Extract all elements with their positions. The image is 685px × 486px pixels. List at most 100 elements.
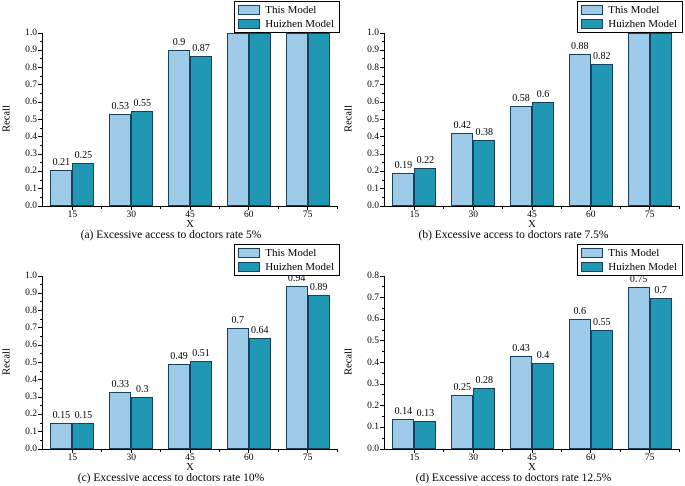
bar — [473, 140, 496, 206]
y-tick — [380, 275, 384, 277]
x-tick — [71, 206, 73, 210]
legend-label-this-model: This Model — [608, 4, 660, 16]
bar — [168, 364, 190, 449]
value-label: 0.51 — [192, 347, 210, 359]
legend-label-huizhen-model: Huizhen Model — [265, 261, 334, 273]
y-tick — [380, 340, 384, 342]
x-tick — [71, 449, 73, 453]
y-tick-label: 0.8 — [367, 271, 379, 281]
y-minor-tick — [40, 196, 42, 198]
x-tick — [189, 206, 191, 210]
value-label: 0.7 — [654, 284, 667, 296]
chart-caption: (d) Excessive access to doctors rate 12.… — [415, 472, 612, 484]
x-axis-label: X — [528, 218, 536, 230]
bar — [568, 53, 591, 206]
bar — [168, 50, 190, 206]
y-tick — [38, 136, 42, 138]
legend-label-this-model: This Model — [265, 247, 317, 259]
value-label: 0.6 — [536, 89, 550, 101]
y-minor-tick — [382, 286, 384, 288]
y-minor-tick — [382, 110, 384, 112]
chart-caption: (a) Excessive access to doctors rate 5% — [80, 229, 262, 241]
y-tick — [38, 32, 42, 34]
legend-swatch-huizhen-model — [581, 19, 604, 29]
bar — [109, 391, 132, 449]
legend-item-huizhen-model: Huizhen Model — [238, 18, 334, 30]
x-tick — [130, 449, 132, 453]
x-tick — [248, 206, 250, 210]
legend-item-this-model: This Model — [238, 4, 334, 16]
x-minor-tick — [160, 206, 162, 209]
y-tick — [380, 119, 384, 120]
bar — [649, 33, 672, 206]
x-minor-tick — [678, 449, 680, 452]
legend-item-huizhen-model: Huizhen Model — [238, 261, 334, 273]
chart-caption: (c) Excessive access to doctors rate 10% — [77, 472, 265, 484]
value-label: 0.13 — [416, 407, 435, 419]
x-tick — [189, 449, 191, 453]
x-minor-tick — [336, 449, 338, 452]
x-minor-tick — [218, 449, 220, 452]
value-label: 0.9 — [172, 37, 186, 49]
y-tick-label: 0.3 — [367, 379, 379, 390]
legend-swatch-this-model — [581, 248, 604, 258]
x-tick-label: 30 — [126, 453, 136, 463]
y-tick-label: 0.1 — [367, 422, 379, 433]
y-tick-label: 0.0 — [367, 444, 379, 454]
x-tick-label: 45 — [527, 210, 537, 220]
legend: This Model Huizhen Model — [234, 1, 340, 33]
value-label: 0.89 — [309, 282, 328, 294]
x-tick-label: 60 — [586, 210, 596, 220]
y-tick-label: 0.6 — [367, 314, 379, 325]
value-label: 0.7 — [231, 314, 245, 326]
bar — [451, 133, 474, 206]
y-tick — [38, 344, 42, 346]
x-minor-tick — [336, 206, 338, 209]
bar — [72, 423, 95, 449]
y-tick — [38, 379, 42, 381]
legend: This Model Huizhen Model — [577, 244, 683, 276]
y-tick-label: 0.9 — [25, 45, 37, 56]
legend-swatch-huizhen-model — [581, 262, 604, 272]
x-minor-tick — [678, 206, 680, 209]
y-tick — [380, 67, 384, 69]
y-tick-label: 0.2 — [25, 166, 37, 177]
bar — [50, 169, 73, 206]
value-label: 0.64 — [251, 325, 269, 337]
x-tick-label: 75 — [644, 210, 655, 220]
x-tick-label: 75 — [302, 453, 313, 463]
y-minor-tick — [40, 353, 42, 355]
y-tick-label: 0.6 — [367, 97, 379, 108]
legend-label-huizhen-model: Huizhen Model — [608, 261, 677, 273]
x-minor-tick — [619, 206, 621, 209]
x-tick — [307, 206, 309, 210]
legend-swatch-this-model — [238, 248, 261, 258]
y-tick — [38, 205, 42, 207]
y-tick-label: 0.0 — [25, 444, 37, 454]
y-tick — [380, 405, 384, 407]
x-tick-label: 15 — [409, 210, 420, 220]
y-tick-label: 0.6 — [25, 97, 37, 108]
x-minor-tick — [277, 206, 279, 209]
y-minor-tick — [40, 179, 42, 181]
y-tick — [38, 188, 42, 190]
y-tick-label: 0.8 — [25, 62, 37, 73]
y-tick-label: 0.2 — [367, 166, 379, 177]
x-tick — [590, 449, 592, 453]
x-minor-tick — [443, 449, 445, 452]
bar — [510, 105, 532, 206]
value-label: 0.28 — [475, 375, 493, 387]
bar — [590, 64, 613, 206]
y-minor-tick — [382, 416, 384, 418]
y-tick-label: 0.1 — [25, 183, 37, 194]
bar — [627, 33, 650, 206]
value-label: 0.88 — [571, 40, 589, 52]
x-tick — [531, 206, 533, 210]
x-tick-label: 30 — [468, 453, 478, 463]
x-minor-tick — [277, 449, 279, 452]
legend: This Model Huizhen Model — [234, 244, 340, 276]
x-tick-label: 45 — [185, 210, 195, 220]
x-tick-label: 60 — [244, 453, 254, 463]
chart-caption: (b) Excessive access to doctors rate 7.5… — [418, 229, 609, 241]
value-label: 0.15 — [74, 410, 93, 422]
